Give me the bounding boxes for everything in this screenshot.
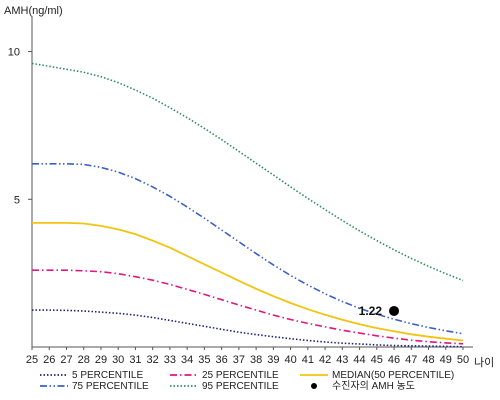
legend-label: 75 PERCENTILE: [72, 381, 149, 392]
x-tick-label: 47: [405, 354, 417, 366]
legend-label: MEDIAN(50 PERCENTILE): [332, 370, 454, 381]
x-tick-label: 36: [216, 354, 228, 366]
x-tick-label: 32: [147, 354, 159, 366]
patient-amh-value-label: 1.22: [359, 304, 383, 318]
x-tick-label: 50: [457, 354, 469, 366]
x-tick-label: 29: [95, 354, 107, 366]
x-tick-label: 30: [112, 354, 124, 366]
series-line-95-percentile: [31, 62, 464, 282]
y-tick-label: 10: [8, 47, 20, 59]
x-tick-label: 25: [26, 354, 38, 366]
x-tick-label: 43: [336, 354, 348, 366]
x-tick-label: 26: [43, 354, 55, 366]
x-tick-label: 40: [284, 354, 296, 366]
series-line-75-percentile: [32, 163, 464, 335]
series-lines: [31, 62, 464, 348]
legend-label: 25 PERCENTILE: [202, 370, 279, 381]
patient-amh-point: [389, 305, 400, 316]
x-tick-label: 37: [233, 354, 245, 366]
x-tick-label: 27: [60, 354, 72, 366]
series-line-5-percentile: [32, 309, 464, 348]
x-tick-label: 41: [302, 354, 314, 366]
x-tick-label: 31: [129, 354, 141, 366]
x-tick-label: 28: [78, 354, 90, 366]
x-tick-label: 46: [388, 354, 400, 366]
legend-label: 수진자의 AMH 농도: [332, 380, 415, 392]
series-line-median-50-percentile: [32, 222, 464, 342]
x-tick-label: 38: [250, 354, 262, 366]
y-tick-label: 5: [14, 194, 20, 206]
x-tick-label: 49: [440, 354, 452, 366]
x-tick-label: 34: [181, 354, 193, 366]
x-tick-label: 42: [319, 354, 331, 366]
x-tick-label: 44: [353, 354, 365, 366]
x-tick-label: 45: [371, 354, 383, 366]
legend-label: 5 PERCENTILE: [72, 370, 143, 381]
legend-marker: [311, 383, 317, 389]
patient-points: 1.22: [359, 304, 400, 318]
x-tick-label: 35: [198, 354, 210, 366]
y-axis-label: AMH(ng/ml): [4, 5, 63, 17]
x-axis-label: 나이: [474, 356, 494, 369]
x-tick-label: 48: [422, 354, 434, 366]
legend: 5 PERCENTILE 25 PERCENTILE MEDIAN(50 PERCE…: [40, 370, 454, 392]
axes: 5 10 25 26 27 28 29 30 31 32 33 34 35 36 37 38 39 40 41 42 4…: [8, 16, 473, 366]
series-line-25-percentile: [32, 269, 464, 345]
x-tick-label: 39: [267, 354, 279, 366]
legend-label: 95 PERCENTILE: [202, 381, 279, 392]
x-tick-label: 33: [164, 354, 176, 366]
